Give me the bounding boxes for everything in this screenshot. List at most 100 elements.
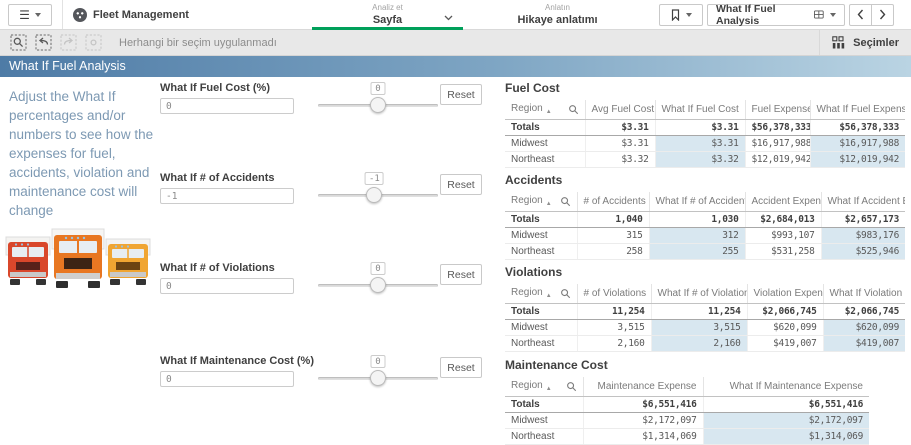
region-value[interactable]: Northeast <box>505 151 586 168</box>
column-header-region[interactable]: Region ▲ <box>505 377 584 397</box>
cell: $3.31 <box>655 135 746 152</box>
search-icon[interactable] <box>560 288 571 299</box>
header-row: Region ▲ # of Violations What If # of Vio… <box>505 284 905 304</box>
region-value[interactable]: Midwest <box>505 227 578 244</box>
column-header-region[interactable]: Region ▲ <box>505 192 578 212</box>
violations-table: Violations Region ▲ # of Violations What … <box>505 265 907 352</box>
search-icon[interactable] <box>568 104 579 115</box>
whatif-accidents-input[interactable] <box>160 188 294 204</box>
column-header[interactable]: # of Violations <box>577 284 652 304</box>
column-header[interactable]: What If # of Violations <box>651 284 748 304</box>
app-title: Fleet Management <box>93 8 189 21</box>
whatif-fuel-cost-input[interactable] <box>160 98 294 114</box>
table-title: Accidents <box>505 173 563 187</box>
trucks-image <box>5 228 151 288</box>
column-header[interactable]: What If Violation Expense <box>823 284 905 304</box>
cell: $3.31 <box>655 119 746 136</box>
global-menu-button[interactable]: ☰ <box>8 3 52 26</box>
reset-button[interactable]: Reset <box>440 174 482 195</box>
cell: $2,684,013 <box>745 211 822 228</box>
reset-button[interactable]: Reset <box>440 264 482 285</box>
selections-tool-button[interactable]: Seçimler <box>819 30 911 55</box>
region-value[interactable]: Northeast <box>505 335 578 352</box>
table-row: Midwest 3,515 3,515 $620,099 $620,099 <box>505 319 905 336</box>
smart-search-button[interactable] <box>9 34 27 52</box>
sort-ascending-icon: ▲ <box>545 201 552 207</box>
sort-ascending-icon: ▲ <box>545 293 552 299</box>
whatif-maintenance-input[interactable] <box>160 371 294 387</box>
chevron-down-icon[interactable] <box>444 15 453 21</box>
hamburger-icon: ☰ <box>19 7 30 22</box>
control-label: What If # of Accidents <box>160 172 275 184</box>
cell: 1,030 <box>649 211 746 228</box>
slider-thumb[interactable] <box>370 370 386 386</box>
cell: 3,515 <box>577 319 652 336</box>
control-label: What If Fuel Cost (%) <box>160 82 270 94</box>
previous-sheet-button[interactable] <box>849 3 872 26</box>
slider-value-bubble: -1 <box>364 172 384 185</box>
table-row: Northeast $3.32 $3.32 $12,019,942 $12,01… <box>505 151 905 168</box>
data-table: Region ▲ # of Accidents What If # of Acci… <box>505 192 905 260</box>
cell: $3.32 <box>585 151 656 168</box>
column-header[interactable]: Fuel Expense <box>745 100 811 120</box>
sheet-selector-button[interactable]: What If Fuel Analysis <box>707 3 845 27</box>
reset-button[interactable]: Reset <box>440 84 482 105</box>
slider-thumb[interactable] <box>370 97 386 113</box>
app-logo-icon <box>73 7 87 22</box>
clear-selections-button[interactable] <box>84 34 102 52</box>
region-value[interactable]: Midwest <box>505 412 584 429</box>
bookmarks-button[interactable] <box>659 3 703 26</box>
data-table: Region ▲ Maintenance Expense What If Main… <box>505 377 869 445</box>
search-icon[interactable] <box>566 381 577 392</box>
divider <box>62 0 63 29</box>
cell: $419,007 <box>747 335 824 352</box>
sheet-content: Adjust the What If percentages and/or nu… <box>0 77 911 445</box>
next-sheet-button[interactable] <box>871 3 894 26</box>
tab-analyze-sheet[interactable]: Analiz et Sayfa <box>310 0 465 30</box>
cell: 258 <box>577 243 650 260</box>
cell: $3.31 <box>585 119 656 136</box>
cell: $620,099 <box>823 319 905 336</box>
header-row: Region ▲ Avg Fuel Cost What If Fuel Cost … <box>505 100 905 120</box>
region-value[interactable]: Northeast <box>505 243 578 260</box>
column-header[interactable]: What If # of Accidents <box>649 192 746 212</box>
column-header[interactable]: What If Fuel Cost <box>655 100 746 120</box>
column-header[interactable]: What If Fuel Expense <box>810 100 905 120</box>
selections-label: Seçimler <box>853 36 899 49</box>
slider-value-bubble: 0 <box>370 355 386 368</box>
slider-thumb[interactable] <box>366 187 383 203</box>
reset-button[interactable]: Reset <box>440 357 482 378</box>
slider-thumb[interactable] <box>370 277 386 293</box>
clear-icon <box>85 34 101 51</box>
control-label: What If # of Violations <box>160 262 275 274</box>
app-info: Fleet Management <box>73 7 189 22</box>
column-header[interactable]: Maintenance Expense <box>583 377 704 397</box>
column-header-label: Region <box>511 380 543 391</box>
column-header[interactable]: What If Maintenance Expense <box>703 377 869 397</box>
tab-label: Sayfa <box>372 14 403 26</box>
cell: $620,099 <box>747 319 824 336</box>
tab-storytelling[interactable]: Anlatın Hikaye anlatımı <box>465 0 650 30</box>
search-icon[interactable] <box>560 196 571 207</box>
column-header-region[interactable]: Region ▲ <box>505 284 578 304</box>
sheet-grid-icon <box>814 10 824 19</box>
row-label: Totals <box>505 119 586 136</box>
step-back-button[interactable] <box>34 34 52 52</box>
column-header-label: Region <box>511 195 543 206</box>
column-header[interactable]: Violation Expense <box>747 284 824 304</box>
cell: 1,040 <box>577 211 650 228</box>
region-value[interactable]: Northeast <box>505 428 584 445</box>
column-header[interactable]: Accident Expense <box>745 192 822 212</box>
whatif-fuel-cost-control: What If Fuel Cost (%) 0 Reset <box>160 82 482 128</box>
table-row: Northeast $1,314,069 $1,314,069 <box>505 428 869 445</box>
column-header-label: Region <box>511 287 543 298</box>
column-header[interactable]: What If Accident Expense <box>821 192 905 212</box>
region-value[interactable]: Midwest <box>505 135 586 152</box>
whatif-violations-input[interactable] <box>160 278 294 294</box>
whatif-violations-slider: 0 <box>318 262 438 298</box>
column-header[interactable]: Avg Fuel Cost <box>585 100 656 120</box>
column-header[interactable]: # of Accidents <box>577 192 650 212</box>
column-header-region[interactable]: Region ▲ <box>505 100 586 120</box>
step-forward-button[interactable] <box>59 34 77 52</box>
region-value[interactable]: Midwest <box>505 319 578 336</box>
